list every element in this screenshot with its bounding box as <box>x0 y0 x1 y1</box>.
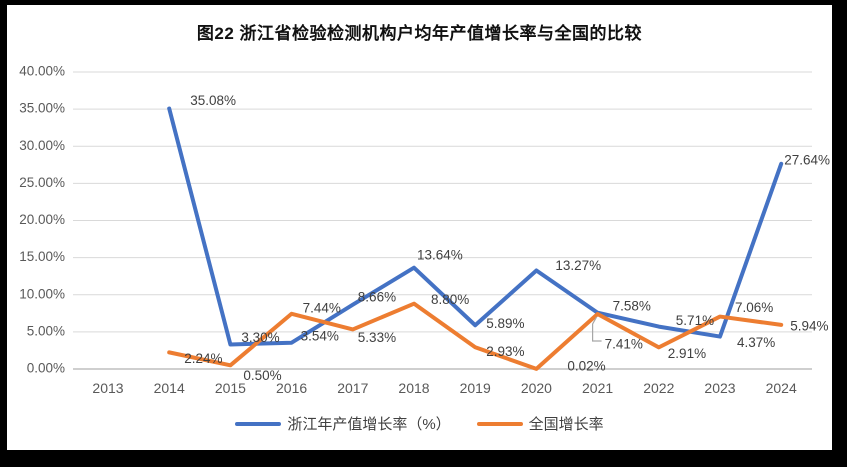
data-label: 7.58% <box>613 298 651 313</box>
data-label: 13.27% <box>555 258 601 273</box>
data-label: 4.37% <box>737 335 775 350</box>
chart-legend: 浙江年产值增长率（%） 全国增长率 <box>7 413 832 434</box>
data-label: 0.50% <box>243 368 281 383</box>
y-axis-tick-label: 30.00% <box>19 138 65 153</box>
data-label: 5.33% <box>358 330 396 345</box>
series-line-1[interactable] <box>167 301 784 371</box>
national-line-swatch-icon <box>476 421 523 426</box>
data-label: 3.54% <box>301 328 339 343</box>
x-axis-tick-label: 2018 <box>398 380 429 396</box>
data-label: 2.91% <box>668 346 706 361</box>
line-chart-plot: 0.00% 5.00% 10.00% 15.00% 20.00% 25.00% 30.00%… <box>19 64 830 396</box>
data-label: 27.64% <box>784 152 830 167</box>
legend-item-zhejiang[interactable]: 浙江年产值增长率（%） <box>235 413 451 434</box>
x-axis-tick-label: 2016 <box>276 380 307 396</box>
legend-item-national[interactable]: 全国增长率 <box>476 413 604 434</box>
x-axis-tick-label: 2022 <box>643 380 674 396</box>
chart-title: 图22 浙江省检验检测机构户均年产值增长率与全国的比较 <box>196 24 643 43</box>
data-label: 7.44% <box>303 300 341 315</box>
x-axis-tick-label: 2019 <box>460 380 491 396</box>
data-label: 0.02% <box>567 358 605 373</box>
data-label: 8.66% <box>358 289 396 304</box>
data-label: 13.64% <box>417 247 463 262</box>
y-axis-tick-label: 40.00% <box>19 64 65 79</box>
y-axis-tick-label: 5.00% <box>27 323 65 338</box>
data-label: 2.93% <box>486 344 524 359</box>
data-label: 5.71% <box>676 313 714 328</box>
series-line-0[interactable] <box>167 106 784 347</box>
data-label: 5.89% <box>486 316 524 331</box>
x-axis-tick-label: 2020 <box>521 380 552 396</box>
zhejiang-line-swatch-icon <box>235 421 282 426</box>
y-axis-tick-label: 0.00% <box>27 361 65 376</box>
label-leader-line <box>592 316 602 342</box>
x-axis-tick-label: 2023 <box>704 380 735 396</box>
legend-label-national: 全国增长率 <box>528 416 604 433</box>
legend-label-zhejiang: 浙江年产值增长率（%） <box>287 416 451 433</box>
x-axis-tick-label: 2015 <box>215 380 246 396</box>
x-axis-tick-label: 2013 <box>92 380 123 396</box>
chart-panel: 图22 浙江省检验检测机构户均年产值增长率与全国的比较 0.00% 5.00% 10… <box>7 5 832 450</box>
y-axis-tick-label: 25.00% <box>19 175 65 190</box>
data-label: 5.94% <box>790 318 828 333</box>
data-label: 8.80% <box>431 292 469 307</box>
data-label: 2.24% <box>184 351 222 366</box>
data-label: 7.06% <box>735 300 773 315</box>
y-axis-tick-label: 15.00% <box>19 249 65 264</box>
x-axis-tick-label: 2021 <box>582 380 613 396</box>
x-axis-tick-label: 2014 <box>154 380 185 396</box>
y-axis-tick-label: 20.00% <box>19 212 65 227</box>
y-axis-tick-label: 10.00% <box>19 286 65 301</box>
x-axis-tick-label: 2017 <box>337 380 368 396</box>
data-label: 3.30% <box>241 330 279 345</box>
x-axis-tick-label: 2024 <box>766 380 797 396</box>
data-label: 35.08% <box>190 93 236 108</box>
y-axis-tick-label: 35.00% <box>19 101 65 116</box>
data-label: 7.41% <box>605 337 643 352</box>
